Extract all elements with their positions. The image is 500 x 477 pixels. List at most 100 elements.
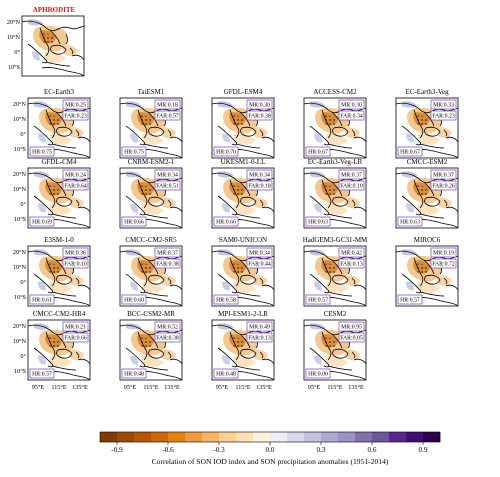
colorbar-cell <box>219 432 237 442</box>
model-panel: SAM0-UNICON MR:0.34 FAR:0.44 HR:0.58 <box>211 236 275 307</box>
colorbar-cell <box>372 432 390 442</box>
mr-badge <box>154 99 181 110</box>
panel-title: ACCESS-CM2 <box>313 88 357 96</box>
mr-badge <box>430 247 457 258</box>
far-badge <box>430 110 457 121</box>
lon-tick-label: 135°E <box>72 384 88 391</box>
hr-badge <box>213 368 239 379</box>
hr-value: HR:0.57 <box>308 298 328 304</box>
hr-value: HR:0.00 <box>308 372 328 378</box>
reference-lat-ticks: 20°N 10°N 0° 10°S <box>7 19 21 71</box>
hr-badge <box>305 216 331 227</box>
reference-panel: APHRODITE 20°N 10°N 0° 10°S <box>7 6 85 77</box>
lat-tick-label: 10°S <box>14 216 27 223</box>
far-value: FAR:0.18 <box>248 184 271 190</box>
hr-value: HR:0.63 <box>308 220 328 226</box>
far-badge <box>430 258 457 269</box>
mr-badge <box>338 247 365 258</box>
lon-tick-label: 95°E <box>32 384 45 391</box>
colorbar-tick-label: -0.3 <box>213 446 225 454</box>
far-badge <box>62 180 89 191</box>
hr-value: HR:0.66 <box>124 220 144 226</box>
colorbar-label: Correlation of SON IOD index and SON pre… <box>152 457 389 466</box>
lat-tick-label: 20°N <box>13 323 27 330</box>
far-badge <box>246 180 273 191</box>
mr-value: MR:0.36 <box>65 251 86 257</box>
hr-value: HR:0.63 <box>400 220 420 226</box>
colorbar-cell <box>304 432 322 442</box>
mr-value: MR:0.34 <box>157 173 178 179</box>
colorbar: -0.9 -0.6 -0.3 0.0 0.3 0.6 0.9 Correlation of … <box>99 431 441 466</box>
hr-badge <box>213 146 239 157</box>
mr-badge <box>246 247 273 258</box>
hr-value: HR:0.67 <box>400 150 420 156</box>
colorbar-cell <box>202 432 220 442</box>
colorbar-cells <box>100 432 441 442</box>
panel-title: TaiESM1 <box>138 88 165 96</box>
mr-badge <box>338 99 365 110</box>
panel-title: GFDL-CM4 <box>41 158 77 166</box>
panel-title: CMCC-ESM2 <box>407 158 448 166</box>
far-badge <box>246 110 273 121</box>
far-value: FAR:0.38 <box>156 336 179 342</box>
panel-title: UKESM1-0-LL <box>221 158 266 166</box>
lat-tick-label: 0° <box>20 279 26 286</box>
hr-value: HR:0.66 <box>216 220 236 226</box>
colorbar-cell <box>355 432 373 442</box>
hr-badge <box>305 146 331 157</box>
colorbar-cell <box>236 432 254 442</box>
mr-badge <box>430 99 457 110</box>
hr-value: HR:0.58 <box>216 298 236 304</box>
lat-tick-label: 10°S <box>14 294 27 301</box>
mr-badge <box>246 321 273 332</box>
panel-title: CMCC-CM2-SR5 <box>125 236 177 244</box>
far-value: FAR:0.23 <box>432 114 455 120</box>
panel-title: BCC-CSM2-MR <box>127 310 175 318</box>
hr-value: HR:0.75 <box>124 150 144 156</box>
panel-title: CMCC-CM2-HR4 <box>33 310 86 318</box>
hr-value: HR:0.57 <box>32 372 52 378</box>
model-panels: EC-Earth3 MR:0.25 FAR:0.23 HR:0.75 20°N 10°N 0… <box>13 88 459 381</box>
hr-value: HR:0.70 <box>216 150 236 156</box>
mr-badge <box>246 99 273 110</box>
far-value: FAR:0.38 <box>156 262 179 268</box>
model-panel: UKESM1-0-LL MR:0.34 FAR:0.18 HR:0.66 <box>211 158 275 229</box>
mr-badge <box>62 247 89 258</box>
mr-badge <box>154 169 181 180</box>
lon-tick-label: 135°E <box>348 384 364 391</box>
far-badge <box>430 180 457 191</box>
mr-value: MR:0.18 <box>157 103 178 109</box>
lat-tick-label: 10°N <box>13 116 27 123</box>
mr-value: MR:0.34 <box>249 251 270 257</box>
model-panel: HadGEM3-GC31-MM MR:0.42 FAR:0.13 HR:0.57 <box>303 236 368 307</box>
far-value: FAR:0.64 <box>64 184 87 190</box>
mr-value: MR:0.37 <box>157 251 178 257</box>
hr-badge <box>29 368 55 379</box>
far-badge <box>62 110 89 121</box>
lat-tick-label: 10°S <box>8 64 21 71</box>
mr-value: MR:0.30 <box>341 103 362 109</box>
far-badge <box>338 332 365 343</box>
panel-title: EC-Earth3 <box>44 88 74 96</box>
colorbar-cell <box>151 432 169 442</box>
model-panel: EC-Earth3-Veg MR:0.33 FAR:0.23 HR:0.67 <box>395 88 459 159</box>
lon-tick-label: 95°E <box>308 384 321 391</box>
colorbar-tick-label: 0.3 <box>317 446 326 454</box>
panel-title: MIROC6 <box>414 236 441 244</box>
reference-title: APHRODITE <box>33 6 76 14</box>
colorbar-tick-label: -0.6 <box>162 446 174 454</box>
model-panel: TaiESM1 MR:0.18 FAR:0.57 HR:0.75 <box>119 88 183 159</box>
colorbar-cell <box>423 432 441 442</box>
mr-badge <box>62 169 89 180</box>
hr-badge <box>121 294 147 305</box>
model-panel: GFDL-CM4 MR:0.24 FAR:0.64 HR:0.69 20°N 10°N 0°… <box>13 158 91 229</box>
hr-badge <box>29 216 55 227</box>
lon-tick-label: 135°E <box>256 384 272 391</box>
far-badge <box>154 258 181 269</box>
colorbar-ticks: -0.9 -0.6 -0.3 0.0 0.3 0.6 0.9 <box>111 442 428 454</box>
mr-value: MR:0.42 <box>341 251 362 257</box>
longitude-tick-labels: 95°E 115°E 135°E 95°E 115°E 135°E 95°E 115°E 135… <box>32 384 364 391</box>
far-value: FAR:0.10 <box>340 184 363 190</box>
hr-badge <box>397 294 423 305</box>
